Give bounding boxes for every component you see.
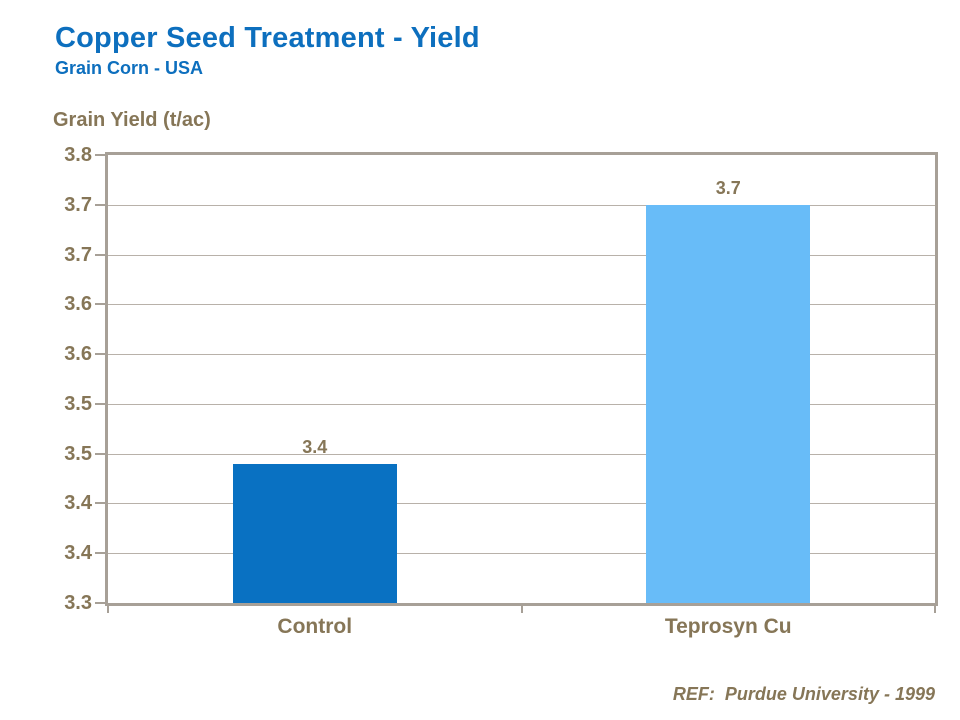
- y-axis-title: Grain Yield (t/ac): [53, 109, 211, 131]
- y-axis-tick-label: 3.4: [64, 492, 92, 515]
- y-axis-tick-label: 3.3: [64, 592, 92, 614]
- y-axis-tick-mark: [95, 303, 106, 306]
- x-axis-tick-mark: [107, 604, 109, 613]
- gridline: [108, 503, 935, 505]
- y-axis-tick-label: 3.5: [64, 442, 92, 465]
- y-axis-tick-mark: [95, 552, 106, 555]
- y-axis-tick-mark: [95, 502, 106, 505]
- chart-title: Copper Seed Treatment - Yield: [55, 22, 480, 54]
- bar-data-label: 3.7: [715, 177, 741, 198]
- y-axis-tick-mark: [95, 602, 106, 604]
- y-axis-tick-mark: [95, 253, 106, 256]
- bar-data-label: 3.4: [302, 436, 328, 457]
- gridline: [108, 254, 935, 256]
- y-axis-tick-mark: [95, 154, 106, 156]
- y-axis-tick-label: 3.4: [64, 542, 92, 565]
- y-axis-tick-label: 3.6: [64, 293, 92, 316]
- bar-control: [232, 463, 397, 603]
- y-axis-tick-mark: [95, 402, 106, 405]
- x-axis-tick-mark: [934, 604, 936, 613]
- gridline: [108, 354, 935, 356]
- y-axis-tick-mark: [95, 353, 106, 356]
- x-axis-tick-mark: [520, 604, 523, 613]
- y-axis-tick-mark: [95, 452, 106, 455]
- y-axis-tick-label: 3.5: [64, 392, 92, 415]
- bar-teprosyn-cu: [646, 204, 811, 603]
- y-axis-tick-label: 3.7: [64, 243, 92, 266]
- y-axis-tick-label: 3.8: [64, 144, 92, 166]
- gridline: [108, 204, 935, 206]
- x-axis-category-label: Teprosyn Cu: [664, 615, 792, 638]
- reference-text: REF: Purdue University - 1999: [672, 684, 935, 704]
- gridline: [108, 304, 935, 306]
- gridline: [108, 453, 935, 455]
- x-axis-category-label: Control: [277, 615, 353, 638]
- y-axis-tick-mark: [95, 203, 106, 206]
- chart-subtitle: Grain Corn - USA: [55, 58, 204, 78]
- plot-area: 3.4 3.7: [105, 152, 938, 606]
- gridline: [108, 553, 935, 555]
- gridline: [108, 403, 935, 405]
- y-axis-tick-label: 3.6: [64, 343, 92, 366]
- y-axis-tick-label: 3.7: [64, 193, 92, 216]
